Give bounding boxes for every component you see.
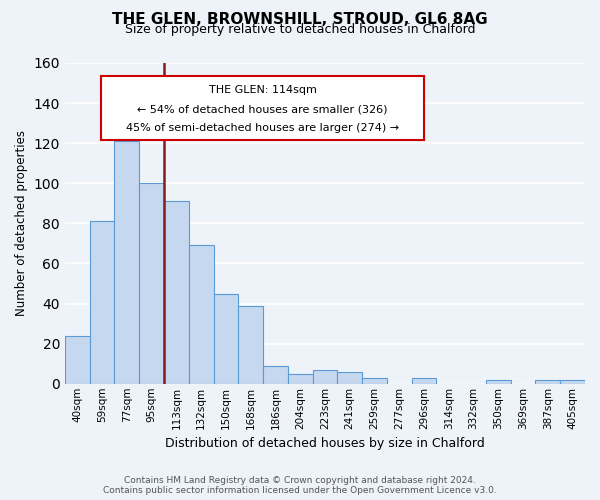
Bar <box>313 370 337 384</box>
Bar <box>89 222 115 384</box>
Bar <box>337 372 362 384</box>
Text: THE GLEN, BROWNSHILL, STROUD, GL6 8AG: THE GLEN, BROWNSHILL, STROUD, GL6 8AG <box>112 12 488 26</box>
Bar <box>189 246 214 384</box>
Bar <box>164 202 189 384</box>
Bar <box>115 141 139 384</box>
Bar <box>214 294 238 384</box>
Text: Size of property relative to detached houses in Chalford: Size of property relative to detached ho… <box>125 24 475 36</box>
Bar <box>288 374 313 384</box>
Bar <box>486 380 511 384</box>
Y-axis label: Number of detached properties: Number of detached properties <box>15 130 28 316</box>
Bar <box>412 378 436 384</box>
Bar <box>263 366 288 384</box>
Text: Contains HM Land Registry data © Crown copyright and database right 2024.
Contai: Contains HM Land Registry data © Crown c… <box>103 476 497 495</box>
Bar <box>238 306 263 384</box>
Bar <box>139 184 164 384</box>
Bar <box>535 380 560 384</box>
Bar <box>362 378 387 384</box>
Bar <box>65 336 89 384</box>
Bar <box>560 380 585 384</box>
X-axis label: Distribution of detached houses by size in Chalford: Distribution of detached houses by size … <box>165 437 485 450</box>
